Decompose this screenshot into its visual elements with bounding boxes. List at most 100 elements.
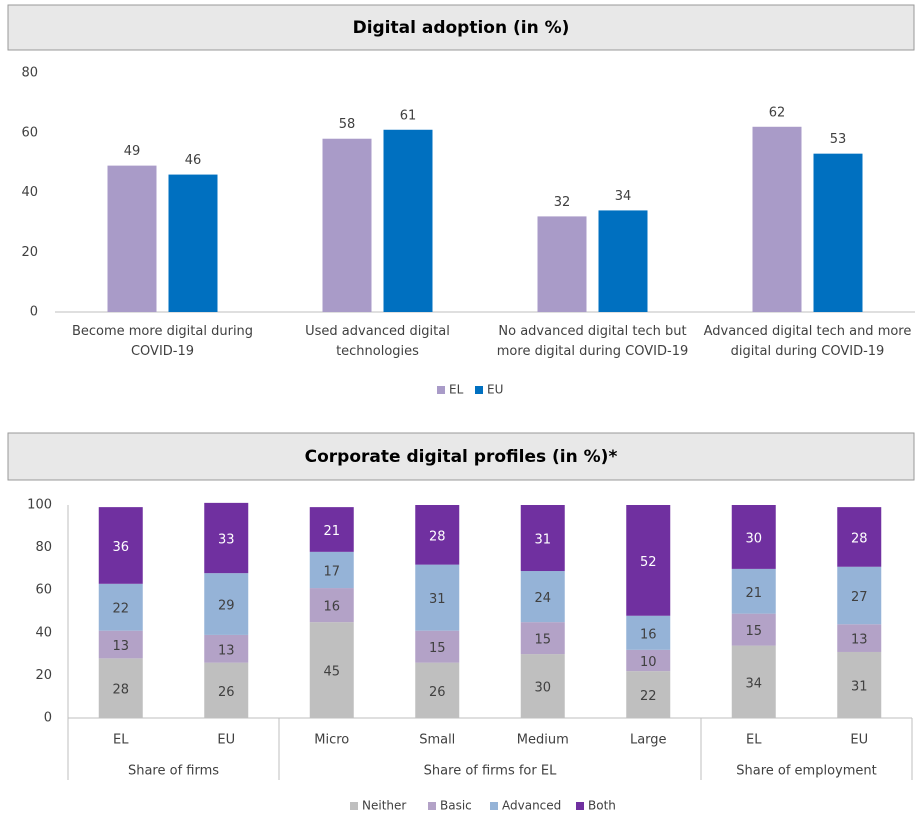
bar bbox=[322, 138, 372, 312]
data-label: 16 bbox=[323, 600, 340, 615]
x-tick-label: EL bbox=[113, 733, 129, 748]
bar-segment bbox=[626, 671, 671, 718]
data-label: 22 bbox=[112, 602, 129, 617]
data-label: 26 bbox=[429, 685, 446, 700]
bar-segment bbox=[731, 613, 776, 646]
data-label: 13 bbox=[218, 643, 235, 658]
bar-segment bbox=[626, 615, 671, 650]
group-label: Share of firms for EL bbox=[424, 764, 557, 779]
y-tick-label: 60 bbox=[21, 125, 38, 140]
y-tick-label: 20 bbox=[35, 668, 52, 683]
header-box bbox=[7, 432, 915, 481]
bar-segment bbox=[837, 651, 882, 718]
bar bbox=[168, 174, 218, 312]
legend-label: EU bbox=[487, 383, 503, 397]
data-label: 28 bbox=[112, 683, 129, 698]
data-label: 49 bbox=[124, 144, 141, 159]
legend-label: Neither bbox=[362, 799, 406, 813]
bar-segment bbox=[204, 662, 249, 718]
bar-segment bbox=[98, 507, 143, 584]
legend-label: EL bbox=[449, 383, 464, 397]
bar-segment bbox=[731, 568, 776, 614]
data-label: 45 bbox=[323, 665, 340, 680]
header-box bbox=[7, 4, 915, 51]
data-label: 31 bbox=[851, 679, 868, 694]
data-label: 15 bbox=[429, 641, 446, 656]
legend-label: Both bbox=[588, 799, 616, 813]
bar-segment bbox=[204, 634, 249, 663]
bar-segment bbox=[204, 573, 249, 635]
bar-segment bbox=[520, 622, 565, 655]
data-label: 53 bbox=[830, 132, 847, 147]
data-label: 52 bbox=[640, 555, 657, 570]
legend-swatch bbox=[437, 386, 445, 394]
data-label: 26 bbox=[218, 685, 235, 700]
y-tick-label: 0 bbox=[44, 711, 52, 726]
data-label: 32 bbox=[554, 195, 571, 210]
bar-segment bbox=[98, 583, 143, 631]
y-tick-label: 80 bbox=[35, 540, 52, 555]
x-tick-label: Large bbox=[630, 733, 667, 748]
data-label: 10 bbox=[640, 655, 657, 670]
legend-label: Basic bbox=[440, 799, 472, 813]
bar-segment bbox=[415, 505, 460, 565]
legend-swatch bbox=[490, 802, 498, 810]
y-tick-label: 0 bbox=[30, 305, 38, 320]
bar bbox=[383, 129, 433, 312]
data-label: 34 bbox=[745, 676, 762, 691]
x-tick-label: EU bbox=[850, 733, 868, 748]
x-tick-label: Become more digital during COVID-19 bbox=[71, 324, 254, 359]
legend-swatch bbox=[475, 386, 483, 394]
y-tick-label: 80 bbox=[21, 66, 38, 81]
bar-segment bbox=[731, 505, 776, 569]
chart-title: Corporate digital profiles (in %)* bbox=[305, 447, 618, 467]
legend-swatch bbox=[428, 802, 436, 810]
x-tick-label: EL bbox=[746, 733, 762, 748]
bar bbox=[107, 165, 157, 312]
bar-segment bbox=[415, 662, 460, 718]
data-label: 34 bbox=[615, 189, 632, 204]
bar-segment bbox=[731, 645, 776, 718]
data-label: 30 bbox=[534, 681, 551, 696]
data-label: 22 bbox=[640, 689, 657, 704]
bar-segment bbox=[415, 564, 460, 631]
data-label: 30 bbox=[745, 531, 762, 546]
data-label: 58 bbox=[339, 117, 356, 132]
data-label: 15 bbox=[534, 633, 551, 648]
bar-segment bbox=[626, 649, 671, 672]
y-tick-label: 100 bbox=[27, 498, 52, 513]
bar-segment bbox=[309, 622, 354, 718]
bar-segment bbox=[309, 588, 354, 623]
data-label: 31 bbox=[534, 533, 551, 548]
bar-segment bbox=[520, 505, 565, 572]
bar-segment bbox=[309, 507, 354, 552]
bar bbox=[813, 153, 863, 312]
bar-segment bbox=[98, 658, 143, 718]
data-label: 33 bbox=[218, 533, 235, 548]
group-label: Share of employment bbox=[736, 764, 876, 779]
data-label: 46 bbox=[185, 153, 202, 168]
data-label: 62 bbox=[769, 105, 786, 120]
group-label: Share of firms bbox=[128, 764, 219, 779]
legend-swatch bbox=[350, 802, 358, 810]
bar-segment bbox=[98, 630, 143, 659]
data-label: 21 bbox=[323, 524, 340, 539]
bar-segment bbox=[837, 624, 882, 652]
bar-segment bbox=[837, 566, 882, 625]
x-tick-label: Micro bbox=[314, 733, 349, 748]
y-tick-label: 20 bbox=[21, 245, 38, 260]
y-tick-label: 60 bbox=[35, 583, 52, 598]
x-tick-label: EU bbox=[217, 733, 235, 748]
data-label: 15 bbox=[745, 624, 762, 639]
legend-swatch bbox=[576, 802, 584, 810]
data-label: 28 bbox=[851, 531, 868, 546]
bar bbox=[752, 126, 802, 313]
x-tick-label: Used advanced digital technologies bbox=[305, 324, 450, 359]
x-tick-label: No advanced digital tech but more digita… bbox=[496, 324, 689, 359]
bar bbox=[598, 210, 648, 312]
bar-segment bbox=[626, 505, 671, 616]
data-label: 28 bbox=[429, 529, 446, 544]
data-label: 16 bbox=[640, 627, 657, 642]
data-label: 13 bbox=[112, 639, 129, 654]
y-tick-label: 40 bbox=[35, 625, 52, 640]
